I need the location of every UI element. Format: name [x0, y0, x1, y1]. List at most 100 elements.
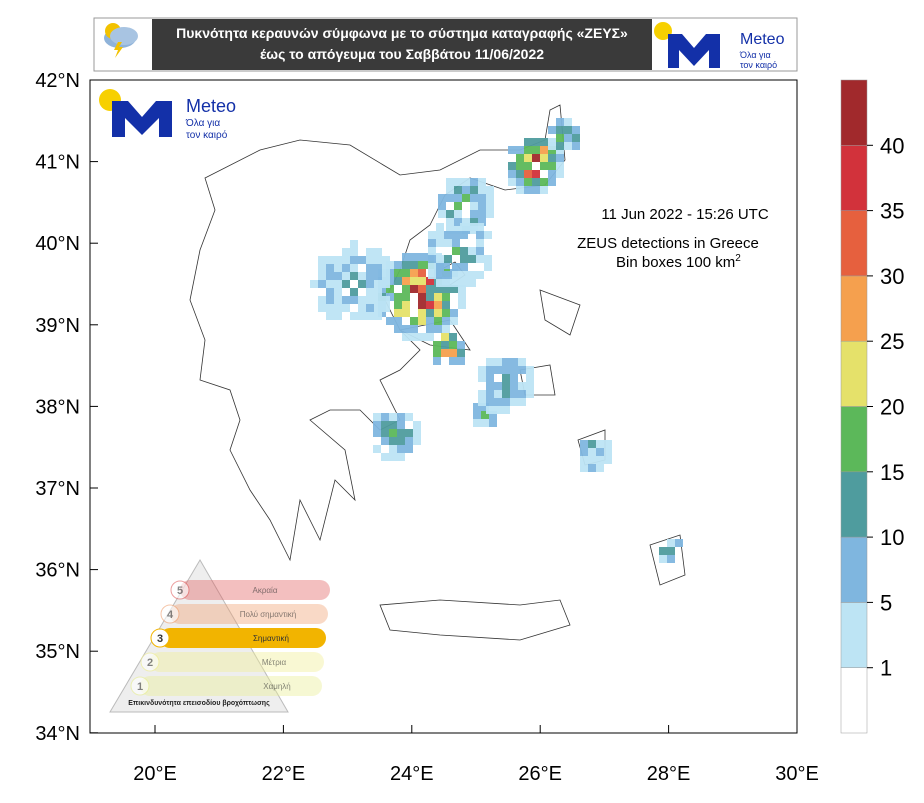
lightning-cell — [418, 269, 426, 277]
lightning-cell — [366, 288, 374, 296]
lightning-cell — [350, 272, 358, 280]
lightning-cell — [418, 301, 426, 309]
lightning-cell — [486, 382, 494, 390]
lightning-cell — [452, 263, 460, 271]
lightning-cell — [580, 456, 588, 464]
lat-tick-label: 39°N — [35, 315, 80, 337]
lightning-cell — [366, 296, 374, 304]
lightning-cell — [556, 154, 564, 162]
lightning-cell — [326, 280, 334, 288]
lightning-cell — [478, 218, 486, 226]
lat-tick-label: 40°N — [35, 233, 80, 255]
lightning-cell — [374, 248, 382, 256]
lightning-cell — [516, 154, 524, 162]
lightning-cell — [518, 366, 526, 374]
lightning-cell — [540, 162, 548, 170]
lightning-cell — [413, 437, 421, 445]
lightning-cell — [402, 333, 410, 341]
colorbar-tick-label: 30 — [880, 264, 904, 289]
logo-tagline: τον καιρό — [740, 60, 777, 70]
lightning-cell — [596, 448, 604, 456]
lightning-cell — [402, 325, 410, 333]
lightning-cell — [374, 264, 382, 272]
warning-label: Σημαντική — [253, 634, 289, 643]
lightning-cell — [389, 445, 397, 453]
lightning-cell — [434, 325, 442, 333]
lightning-cell — [426, 317, 434, 325]
lightning-cell — [502, 398, 510, 406]
lightning-cell — [450, 309, 458, 317]
lightning-cell — [433, 341, 441, 349]
lightning-cell — [470, 218, 478, 226]
lightning-cell — [476, 271, 484, 279]
lightning-cell — [373, 413, 381, 421]
lightning-cell — [510, 398, 518, 406]
lat-tick-label: 35°N — [35, 641, 80, 663]
warning-badge — [150, 628, 170, 648]
lightning-cell — [374, 304, 382, 312]
lightning-cell — [460, 247, 468, 255]
colorbar-tick-label: 35 — [880, 199, 904, 224]
lightning-cell — [402, 269, 410, 277]
lightning-cell — [470, 210, 478, 218]
warning-number: 2 — [147, 657, 153, 669]
lightning-cell — [667, 547, 675, 555]
lightning-cell — [418, 277, 426, 285]
lightning-cell — [478, 390, 486, 398]
lightning-cell — [373, 445, 381, 453]
lon-tick-label: 30°E — [775, 763, 819, 785]
lightning-cell — [433, 349, 441, 357]
lightning-cell — [468, 271, 476, 279]
lightning-cell — [526, 390, 534, 398]
lightning-cell — [350, 312, 358, 320]
lightning-cell — [326, 256, 334, 264]
lightning-cell — [580, 440, 588, 448]
lightning-cell — [524, 186, 532, 194]
lightning-cell — [438, 202, 446, 210]
lightning-cell — [572, 142, 580, 150]
lightning-cell — [494, 366, 502, 374]
lightning-cell — [326, 312, 334, 320]
lightning-cell — [548, 126, 556, 134]
lightning-cell — [478, 374, 486, 382]
lightning-cell — [454, 194, 462, 202]
lightning-cell — [516, 186, 524, 194]
lightning-cell — [342, 304, 350, 312]
lightning-cell — [508, 162, 516, 170]
lightning-cell — [428, 231, 436, 239]
lightning-cell — [358, 280, 366, 288]
lightning-cells — [310, 118, 683, 563]
lightning-cell — [518, 398, 526, 406]
colorbar-segment — [840, 602, 868, 668]
colorbar-segment — [840, 406, 868, 473]
lightning-cell — [433, 357, 441, 365]
lightning-cell — [334, 256, 342, 264]
lightning-cell — [510, 382, 518, 390]
lat-tick-label: 36°N — [35, 560, 80, 582]
lightning-cell — [449, 341, 457, 349]
header-subtitle: έως το απόγευμα του Σαββάτου 11/06/2022 — [260, 46, 544, 62]
lightning-cell — [397, 429, 405, 437]
lightning-cell — [502, 390, 510, 398]
warning-bar — [170, 604, 328, 624]
lightning-cell — [462, 194, 470, 202]
lightning-cell — [446, 186, 454, 194]
lightning-cell — [454, 218, 462, 226]
lightning-cell — [468, 255, 476, 263]
lightning-cell — [486, 202, 494, 210]
lightning-cell — [434, 285, 442, 293]
lightning-cell — [518, 358, 526, 366]
lightning-cell — [462, 186, 470, 194]
lightning-cell — [318, 256, 326, 264]
warning-label: Ακραία — [253, 586, 278, 595]
lightning-cell — [502, 406, 510, 414]
lightning-cell — [366, 248, 374, 256]
lightning-cell — [524, 162, 532, 170]
island — [379, 599, 571, 641]
lightning-cell — [410, 333, 418, 341]
lightning-cell — [532, 186, 540, 194]
lightning-cell — [444, 239, 452, 247]
lightning-cell — [405, 445, 413, 453]
lightning-cell — [426, 333, 434, 341]
header-logo: Meteo Όλα για τον καιρό — [654, 22, 785, 70]
